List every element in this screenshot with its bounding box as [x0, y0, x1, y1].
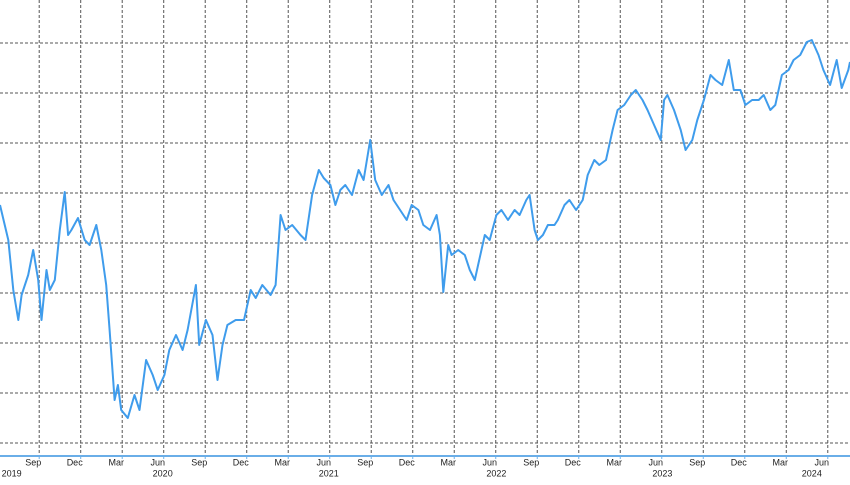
x-tick-label: Jun: [150, 457, 165, 467]
x-tick-label: Mar: [773, 457, 789, 467]
x-tick-label: Mar: [108, 457, 124, 467]
x-tick-label: Sep: [357, 457, 373, 467]
x-tick-label: Dec: [67, 457, 84, 467]
year-label: 2022: [486, 468, 506, 478]
x-tick-label: Dec: [399, 457, 416, 467]
x-tick-label: Jun: [316, 457, 331, 467]
year-label: 2024: [802, 468, 822, 478]
x-tick-label: Mar: [274, 457, 290, 467]
year-label: 2020: [153, 468, 173, 478]
x-tick-label: Dec: [233, 457, 250, 467]
x-tick-label: Dec: [731, 457, 748, 467]
x-tick-label: Jun: [649, 457, 664, 467]
x-tick-label: Sep: [25, 457, 41, 467]
x-tick-label: Sep: [689, 457, 705, 467]
x-tick-label: Sep: [523, 457, 539, 467]
x-tick-label: Jun: [482, 457, 497, 467]
year-label: 2021: [319, 468, 339, 478]
x-tick-label: Mar: [607, 457, 623, 467]
x-tick-label: Mar: [440, 457, 456, 467]
x-tick-label: Sep: [191, 457, 207, 467]
x-tick-label: Jun: [815, 457, 830, 467]
series-line: [0, 39, 850, 419]
x-tick-label: Dec: [565, 457, 582, 467]
year-label: 2023: [652, 468, 672, 478]
year-label: 2019: [2, 468, 22, 478]
